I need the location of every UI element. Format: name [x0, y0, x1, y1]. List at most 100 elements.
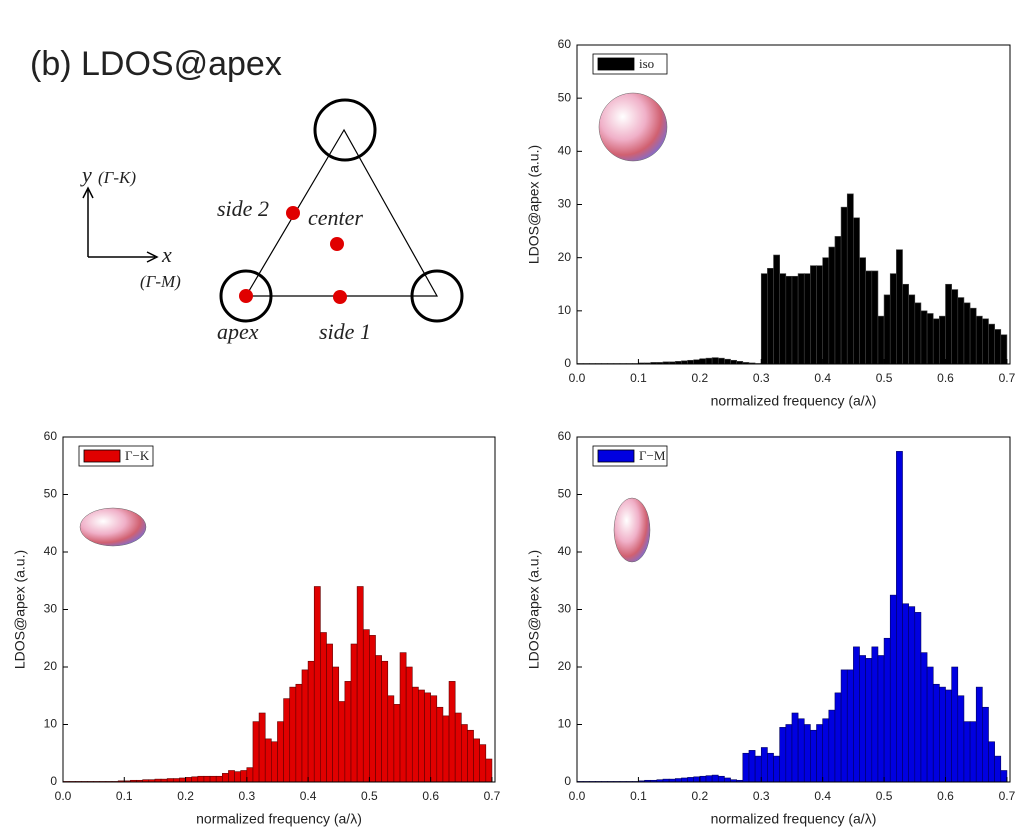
- bar: [963, 721, 971, 783]
- legend-swatch: [597, 57, 635, 71]
- bar: [803, 724, 811, 783]
- bar: [307, 660, 315, 783]
- bar: [908, 294, 916, 365]
- legend-swatch: [597, 449, 635, 463]
- x-tick-label: 0.1: [630, 371, 647, 385]
- y-axis-label: LDOS@apex (a.u.): [526, 550, 542, 669]
- bar: [467, 729, 474, 783]
- bar: [693, 776, 701, 783]
- bar: [179, 777, 186, 783]
- x-tick-label: 0.0: [569, 371, 586, 385]
- y-axis-label: LDOS@apex (a.u.): [12, 550, 28, 669]
- bar: [166, 778, 174, 783]
- y-tick-label: 40: [558, 544, 572, 558]
- bar: [889, 273, 897, 365]
- bar: [945, 283, 952, 365]
- point-label: apex: [217, 319, 259, 344]
- bar: [791, 275, 799, 365]
- y-axis-label: y: [80, 162, 92, 187]
- bar: [871, 270, 879, 365]
- legend-swatch: [83, 449, 121, 463]
- point: [330, 237, 344, 251]
- bar: [853, 217, 860, 365]
- hole: [313, 98, 377, 162]
- bar: [730, 359, 737, 365]
- y-tick-label: 20: [558, 659, 572, 673]
- y-tick-label: 30: [44, 602, 58, 616]
- y-tick-label: 20: [44, 659, 58, 673]
- x-tick-label: 0.7: [999, 789, 1016, 803]
- x-tick-label: 0.1: [630, 789, 647, 803]
- bar: [705, 775, 713, 783]
- bar: [252, 721, 260, 783]
- bar: [436, 706, 444, 783]
- bar: [920, 652, 928, 783]
- bar: [779, 273, 787, 365]
- bar: [982, 318, 989, 365]
- bar: [172, 778, 180, 783]
- arrow-heads: [82, 186, 159, 263]
- hole: [410, 269, 464, 323]
- bar: [840, 206, 848, 365]
- y-tick-label: 20: [558, 250, 572, 264]
- bar: [908, 606, 916, 783]
- bar: [797, 273, 805, 365]
- bar: [246, 767, 254, 783]
- bar: [785, 724, 793, 783]
- bar: [939, 315, 946, 365]
- bar: [957, 695, 965, 783]
- bar: [902, 603, 909, 783]
- bar: [699, 358, 707, 365]
- bar: [418, 689, 425, 783]
- bar: [1000, 770, 1008, 783]
- y-tick-label: 40: [44, 544, 58, 558]
- axis-arrows: [87, 190, 155, 258]
- y-axis-label: LDOS@apex (a.u.): [526, 145, 542, 264]
- bar: [209, 775, 217, 783]
- bar: [375, 655, 382, 783]
- x-tick-label: 0.4: [814, 371, 831, 385]
- bar: [699, 775, 707, 783]
- bar: [859, 655, 866, 783]
- bar: [240, 770, 248, 783]
- point: [286, 206, 300, 220]
- bar: [424, 692, 431, 783]
- bar: [234, 771, 242, 783]
- x-tick-label: 0.3: [753, 371, 770, 385]
- bar: [191, 776, 199, 783]
- point-label: side 1: [319, 319, 371, 344]
- bar: [313, 586, 321, 783]
- bar: [760, 273, 768, 365]
- bar: [215, 775, 223, 783]
- bar: [951, 666, 959, 783]
- ellipsoid-icon: [613, 497, 651, 563]
- bar: [994, 329, 1002, 365]
- point-label: center: [308, 205, 363, 230]
- bar: [846, 669, 854, 783]
- bar: [994, 755, 1002, 783]
- bar: [687, 777, 694, 783]
- bar: [350, 643, 358, 783]
- bar: [405, 666, 413, 783]
- y-tick-label: 10: [558, 717, 572, 731]
- bar: [693, 359, 701, 365]
- bar: [797, 718, 805, 783]
- bar: [828, 246, 836, 365]
- bar: [846, 193, 854, 365]
- points: [239, 206, 347, 304]
- x-axis-label: normalized frequency (a/λ): [711, 393, 877, 409]
- bar: [381, 660, 389, 783]
- bar: [767, 267, 774, 365]
- bar: [945, 689, 952, 783]
- bar: [932, 683, 940, 783]
- bar: [295, 683, 303, 783]
- bar: [785, 275, 793, 365]
- bar: [185, 777, 192, 783]
- bar: [982, 706, 989, 783]
- bar: [387, 695, 395, 783]
- bar: [803, 273, 811, 365]
- legend-label: iso: [639, 56, 654, 71]
- sphere-icon: [598, 92, 668, 162]
- bar: [748, 750, 756, 783]
- y-tick-label: 10: [558, 303, 572, 317]
